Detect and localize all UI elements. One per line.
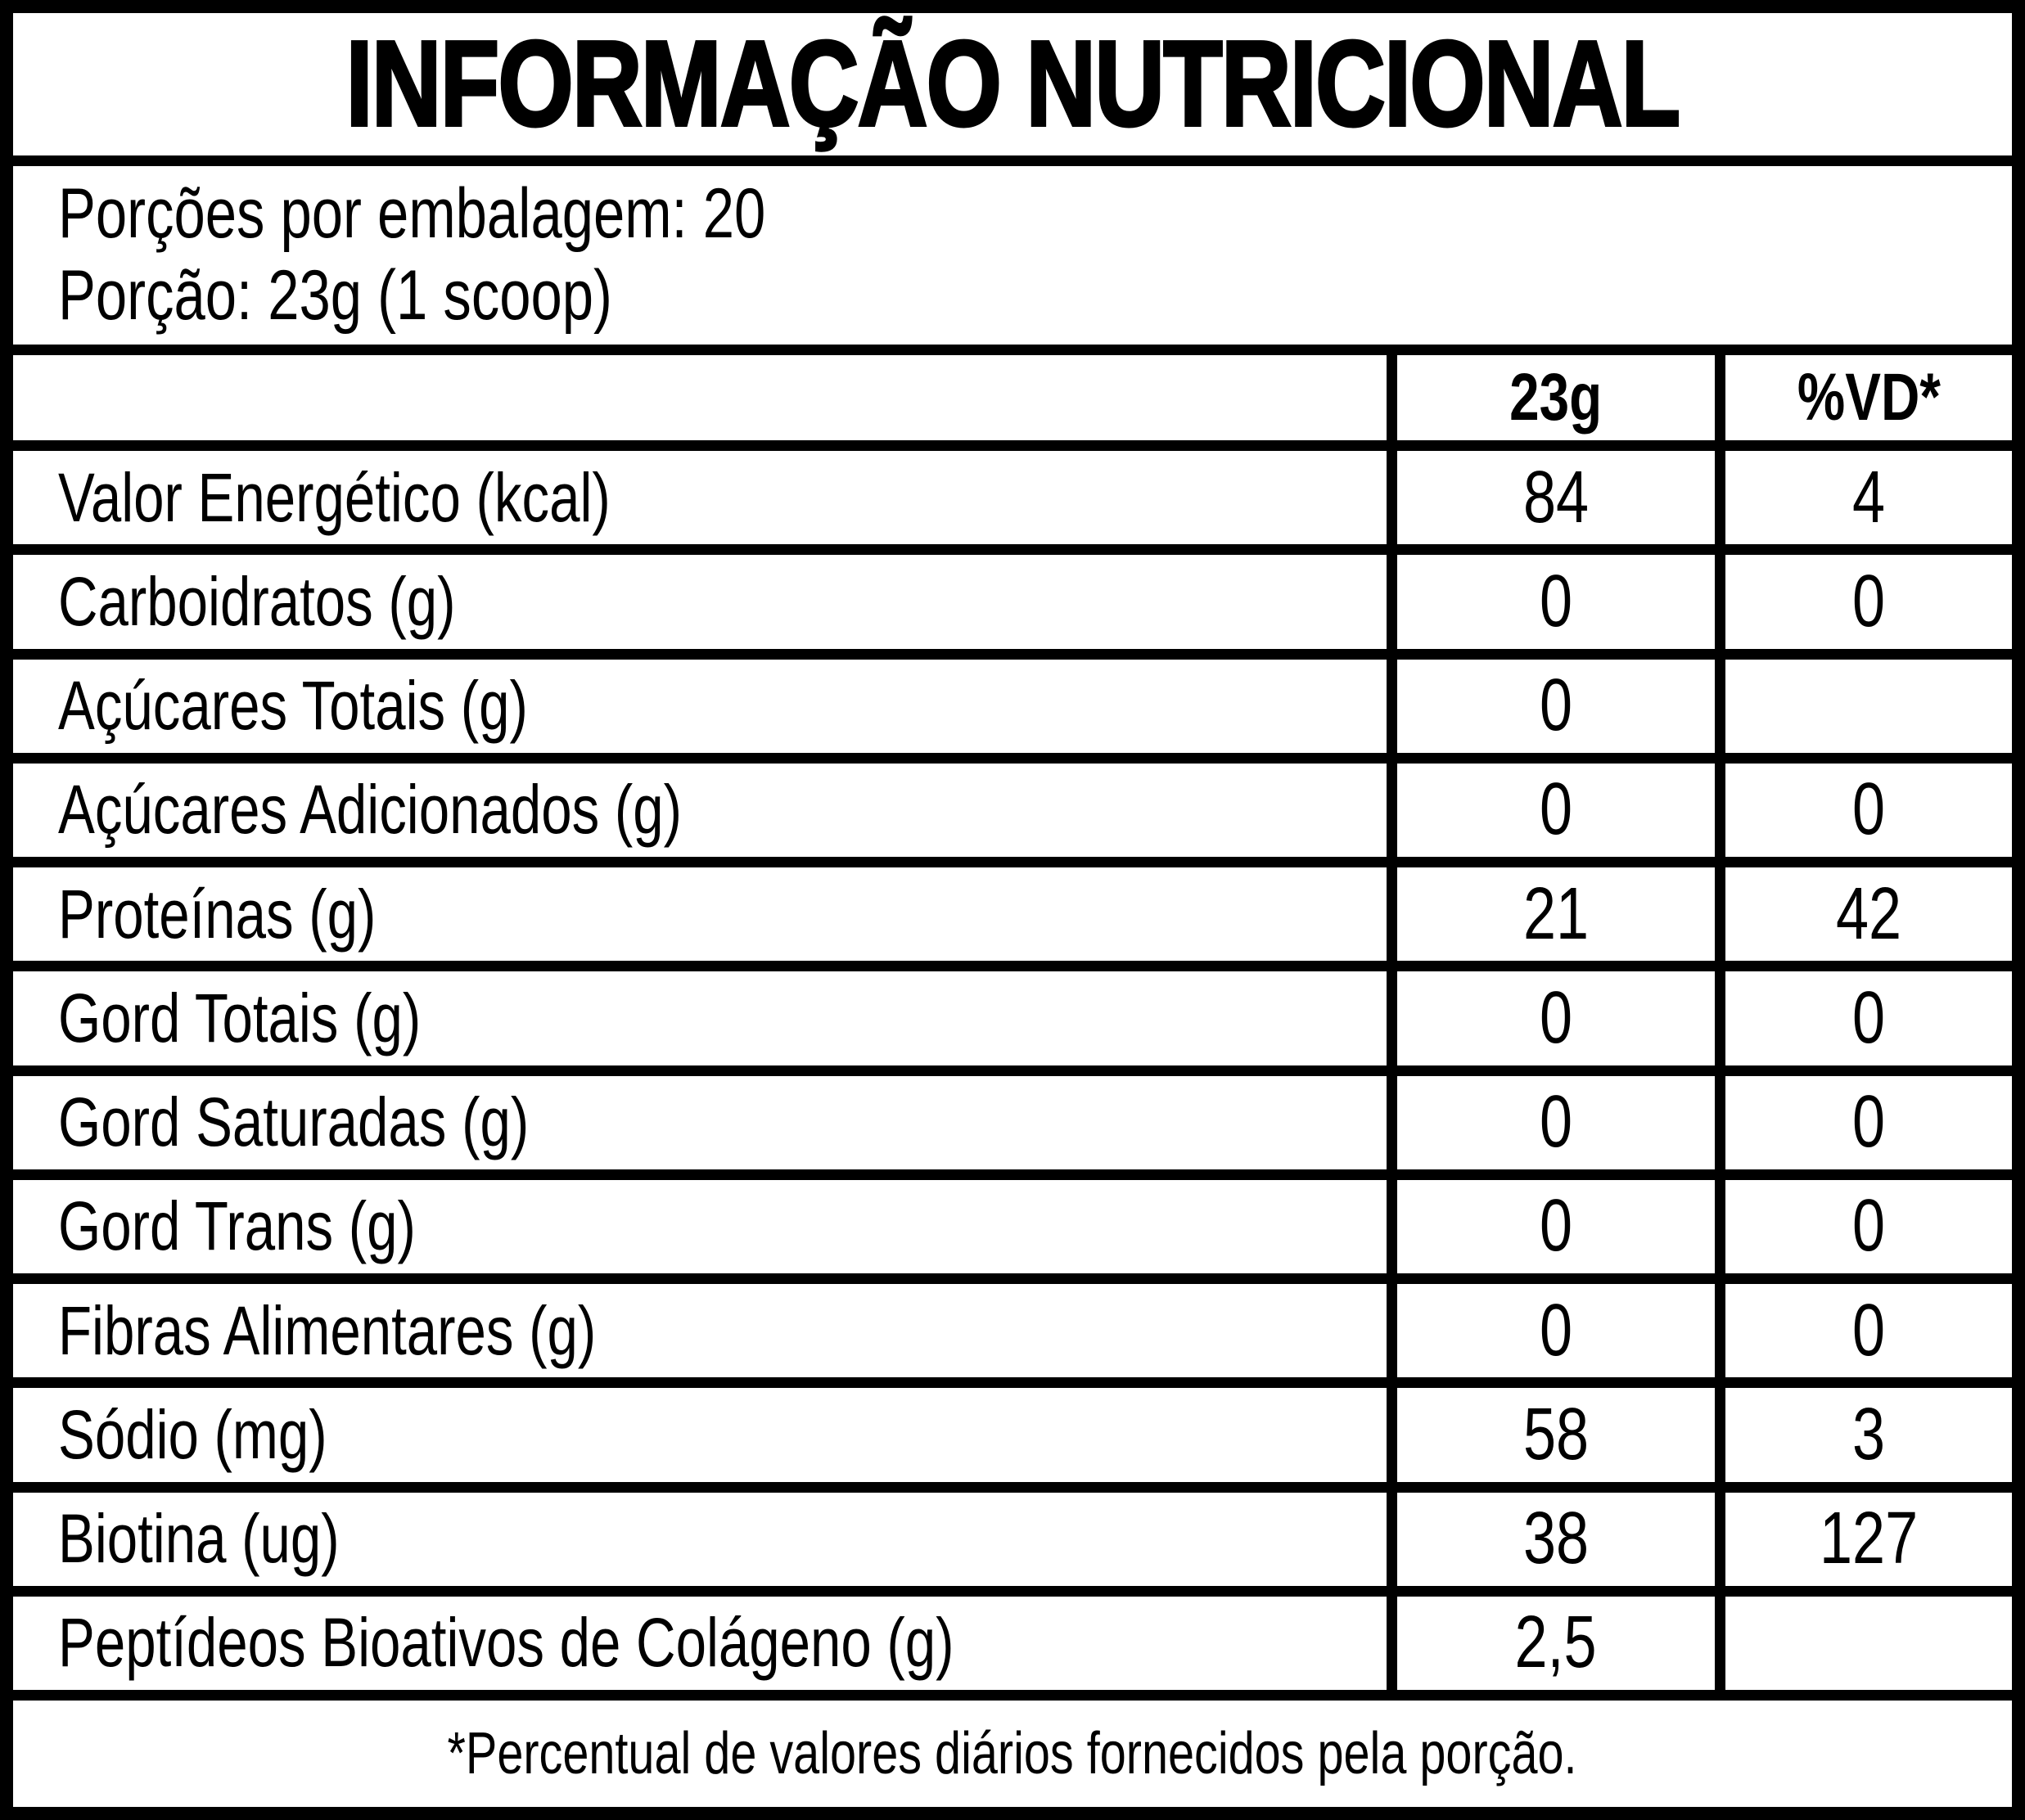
dv-value: 0 [1851, 976, 1886, 1059]
table-row: Gord Saturadas (g) 0 0 [13, 1075, 2012, 1169]
dv-value: 3 [1851, 1393, 1886, 1475]
dv-value: 0 [1851, 768, 1886, 851]
amount-value: 0 [1539, 1185, 1573, 1268]
nutrient-label: Sódio (mg) [58, 1395, 327, 1473]
table-body: Valor Energético (kcal) 84 4 Carboidrato… [13, 451, 2012, 1690]
footnote-text: *Percentual de valores diários fornecido… [447, 1721, 1577, 1786]
amount-cell: 21 [1397, 867, 1715, 962]
dv-value: 0 [1851, 560, 1886, 642]
nutrient-label: Açúcares Totais (g) [58, 667, 528, 745]
nutrient-label: Açúcares Adicionados (g) [58, 771, 683, 849]
table-row: Peptídeos Bioativos de Colágeno (g) 2,5 [13, 1596, 2012, 1690]
dv-value: 4 [1851, 456, 1886, 538]
page-title: INFORMAÇÃO NUTRICIONAL [345, 15, 1682, 153]
serving-info: Porções por embalagem: 20 Porção: 23g (1… [13, 166, 2012, 345]
dv-value: 0 [1851, 1185, 1886, 1268]
dv-cell: 0 [1725, 971, 2012, 1065]
header-nutrient-cell [13, 355, 1387, 440]
amount-value: 0 [1539, 768, 1573, 851]
dv-cell: 0 [1725, 555, 2012, 649]
nutrient-label: Gord Saturadas (g) [58, 1083, 530, 1161]
table-row: Proteínas (g) 21 42 [13, 867, 2012, 962]
dv-cell: 0 [1725, 1075, 2012, 1169]
nutrient-cell: Fibras Alimentares (g) [13, 1284, 1387, 1378]
nutrient-cell: Valor Energético (kcal) [13, 451, 1387, 545]
nutrient-cell: Açúcares Adicionados (g) [13, 763, 1387, 857]
table-row: Fibras Alimentares (g) 0 0 [13, 1284, 2012, 1378]
dv-cell [1725, 659, 2012, 753]
amount-cell: 0 [1397, 1179, 1715, 1273]
title-bar: INFORMAÇÃO NUTRICIONAL [13, 13, 2012, 155]
table-row: Biotina (ug) 38 127 [13, 1492, 2012, 1586]
nutrient-cell: Peptídeos Bioativos de Colágeno (g) [13, 1596, 1387, 1690]
header-dv-cell: %VD* [1725, 355, 2012, 440]
dv-value: 0 [1851, 1289, 1886, 1372]
table-row: Carboidratos (g) 0 0 [13, 555, 2012, 649]
nutrient-cell: Gord Totais (g) [13, 971, 1387, 1065]
amount-value: 0 [1539, 976, 1573, 1059]
amount-cell: 0 [1397, 555, 1715, 649]
header-amount-label: 23g [1509, 360, 1603, 435]
nutrient-label: Gord Totais (g) [58, 979, 422, 1056]
dv-cell: 3 [1725, 1388, 2012, 1482]
amount-value: 0 [1539, 1289, 1573, 1372]
amount-value: 84 [1522, 456, 1590, 538]
amount-value: 38 [1522, 1498, 1590, 1580]
table-row: Gord Trans (g) 0 0 [13, 1179, 2012, 1273]
dv-cell: 4 [1725, 451, 2012, 545]
amount-cell: 2,5 [1397, 1596, 1715, 1690]
nutrient-cell: Açúcares Totais (g) [13, 659, 1387, 753]
header-dv-label: %VD* [1797, 360, 1941, 435]
nutrient-label: Fibras Alimentares (g) [58, 1291, 597, 1369]
nutrient-cell: Carboidratos (g) [13, 555, 1387, 649]
nutrient-label: Gord Trans (g) [58, 1187, 416, 1265]
nutrient-cell: Biotina (ug) [13, 1492, 1387, 1586]
dv-value: 0 [1851, 1081, 1886, 1164]
amount-value: 58 [1522, 1393, 1590, 1475]
table-row: Sódio (mg) 58 3 [13, 1388, 2012, 1482]
amount-cell: 58 [1397, 1388, 1715, 1482]
amount-value: 2,5 [1514, 1602, 1598, 1684]
amount-cell: 0 [1397, 1284, 1715, 1378]
dv-cell: 0 [1725, 1284, 2012, 1378]
nutrient-cell: Proteínas (g) [13, 867, 1387, 962]
dv-cell: 42 [1725, 867, 2012, 962]
nutrient-cell: Sódio (mg) [13, 1388, 1387, 1482]
nutrient-label: Carboidratos (g) [58, 562, 456, 640]
nutrient-label: Valor Energético (kcal) [58, 458, 611, 536]
nutrient-cell: Gord Trans (g) [13, 1179, 1387, 1273]
serving-size: Porção: 23g (1 scoop) [58, 256, 612, 335]
amount-value: 0 [1539, 560, 1573, 642]
amount-value: 21 [1522, 872, 1590, 955]
dv-cell: 0 [1725, 1179, 2012, 1273]
amount-cell: 84 [1397, 451, 1715, 545]
dv-cell [1725, 1596, 2012, 1690]
amount-value: 0 [1539, 1081, 1573, 1164]
nutrient-label: Peptídeos Bioativos de Colágeno (g) [58, 1604, 954, 1682]
footnote-bar: *Percentual de valores diários fornecido… [13, 1701, 2012, 1807]
table-row: Valor Energético (kcal) 84 4 [13, 451, 2012, 545]
header-amount-cell: 23g [1397, 355, 1715, 440]
table-row: Açúcares Adicionados (g) 0 0 [13, 763, 2012, 857]
amount-cell: 0 [1397, 659, 1715, 753]
nutrient-label: Biotina (ug) [58, 1500, 340, 1578]
table-row: Açúcares Totais (g) 0 [13, 659, 2012, 753]
dv-cell: 0 [1725, 763, 2012, 857]
amount-value: 0 [1539, 664, 1573, 747]
dv-value: 42 [1835, 872, 1902, 955]
table-row: Gord Totais (g) 0 0 [13, 971, 2012, 1065]
dv-cell: 127 [1725, 1492, 2012, 1586]
amount-cell: 0 [1397, 763, 1715, 857]
dv-value: 127 [1819, 1498, 1919, 1580]
table-header-row: 23g %VD* [13, 355, 2012, 440]
amount-cell: 38 [1397, 1492, 1715, 1586]
servings-per-package: Porções por embalagem: 20 [58, 174, 766, 254]
amount-cell: 0 [1397, 1075, 1715, 1169]
amount-cell: 0 [1397, 971, 1715, 1065]
nutrient-label: Proteínas (g) [58, 875, 377, 953]
nutrient-cell: Gord Saturadas (g) [13, 1075, 1387, 1169]
